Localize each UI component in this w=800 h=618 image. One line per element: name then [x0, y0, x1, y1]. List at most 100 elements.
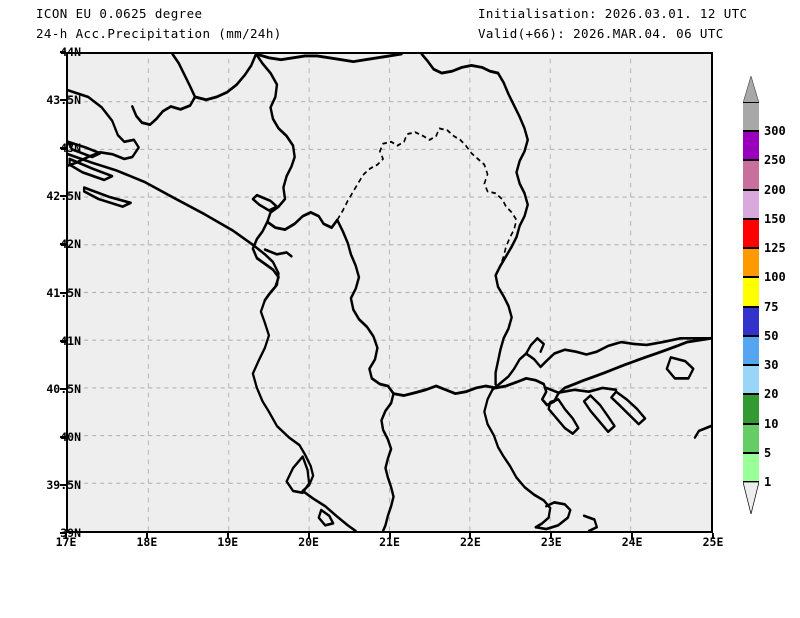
colorbar-segment-5: [743, 423, 759, 453]
valid-time-text: Valid(+66): 2026.MAR.04. 06 UTC: [478, 26, 724, 41]
colorbar-label-150: 150: [764, 211, 786, 226]
bosnia-croatia-border: [193, 54, 258, 102]
colorbar-label-10: 10: [764, 416, 779, 431]
ylabel-42N: 42N: [60, 237, 81, 252]
xtick-mark: [226, 533, 229, 539]
ytick-mark: [60, 99, 66, 102]
colorbar-label-1: 1: [764, 475, 772, 489]
ylabel-43.5N: 43.5N: [46, 93, 81, 108]
bay-of-kotor: [251, 193, 279, 212]
xlabel-22E: 22E: [460, 535, 481, 549]
dalmatian-coast: [68, 88, 140, 167]
parameter-title: 24-h Acc.Precipitation (mm/24h): [36, 26, 282, 41]
initialisation-text: Initialisation: 2026.03.01. 12 UTC: [478, 6, 748, 21]
xlabel-23E: 23E: [540, 535, 562, 549]
chalkidiki-athos: [610, 390, 647, 426]
thasos-island: [665, 356, 695, 380]
aegean-thermaic-gulf: [491, 336, 711, 392]
colorbar-segment-50: [743, 306, 759, 336]
chalkidiki-base: [545, 386, 618, 395]
colorbar-label-30: 30: [764, 358, 779, 373]
colorbar-segment-100: [743, 248, 759, 278]
ylabel-42.5N: 42.5N: [46, 189, 81, 204]
colorbar-label-200: 200: [764, 182, 786, 197]
xlabel-25E: 25E: [702, 535, 724, 549]
ytick-mark: [60, 387, 66, 390]
ylabel-41.5N: 41.5N: [46, 285, 81, 300]
precipitation-colorbar[interactable]: [743, 102, 759, 482]
ylabel-41N: 41N: [60, 333, 81, 348]
island-brac: [68, 140, 102, 159]
map-plot-area[interactable]: [66, 52, 713, 533]
ytick-mark: [60, 339, 66, 342]
halkidiki-inner-bay: [525, 336, 545, 355]
country-borders: [131, 54, 711, 531]
serbia-hungary-border: [254, 54, 403, 64]
ylabel-40N: 40N: [60, 429, 81, 444]
xtick-mark: [550, 533, 553, 539]
island-korcula: [82, 186, 132, 208]
kosovo-border: [336, 127, 518, 267]
ytick-mark: [60, 195, 66, 198]
xlabel-19E: 19E: [217, 535, 239, 549]
chalkidiki-sithonia: [582, 394, 616, 434]
colorbar-segment-125: [743, 218, 759, 249]
thessaly-magnesia: [534, 501, 572, 531]
pieria-coast: [483, 388, 552, 529]
ylabel-43N: 43N: [60, 141, 81, 156]
colorbar-label-75: 75: [764, 299, 779, 314]
xtick-mark: [469, 533, 472, 539]
gridlines: [68, 54, 711, 531]
colorbar-segment-300: [743, 102, 759, 132]
colorbar-segment-30: [743, 335, 759, 366]
montenegro-coast-detail: [263, 248, 293, 258]
ytick-mark: [60, 483, 66, 486]
ytick-mark: [60, 243, 66, 246]
colorbar-segment-1: [743, 452, 759, 482]
ylabel-44N: 44N: [60, 45, 81, 59]
model-title: ICON EU 0.0625 degree: [36, 6, 203, 21]
colorbar-overflow-arrow: [743, 76, 759, 103]
colorbar-label-20: 20: [764, 387, 779, 402]
montenegro-serbia-kosovo-border: [266, 210, 339, 231]
island-hvar: [68, 157, 114, 182]
xlabel-24E: 24E: [621, 535, 643, 549]
xtick-mark: [631, 533, 634, 539]
skiathos-island: [582, 514, 598, 531]
colorbar-label-50: 50: [764, 328, 779, 343]
xtick-mark: [65, 533, 67, 539]
xlabel-17E: 17E: [55, 535, 77, 549]
colorbar-label-125: 125: [764, 241, 786, 256]
xlabel-18E: 18E: [136, 535, 158, 549]
xlabel-21E: 21E: [379, 535, 400, 549]
xtick-mark: [388, 533, 391, 539]
colorbar-label-100: 100: [764, 270, 786, 285]
colorbar-label-300: 300: [764, 124, 786, 139]
colorbar-underflow-arrow: [743, 482, 759, 514]
colorbar-segment-20: [743, 365, 759, 395]
xtick-mark: [307, 533, 310, 539]
xlabel-20E: 20E: [298, 535, 319, 549]
ytick-mark: [60, 147, 66, 150]
serbia-romania-north-border: [420, 54, 500, 75]
colorbar-label-5: 5: [764, 445, 772, 460]
limnos-island: [693, 424, 711, 439]
colorbar-label-250: 250: [764, 153, 786, 168]
colorbar-segment-150: [743, 189, 759, 219]
map-canvas: [68, 54, 711, 531]
ytick-mark: [60, 51, 66, 53]
ylabel-40.5N: 40.5N: [46, 381, 81, 396]
albania-macedonia-border: [336, 218, 395, 531]
bosnia-serbia-border: [254, 54, 296, 224]
adriatic-coast-main: [68, 152, 280, 302]
colorbar-segment-200: [743, 160, 759, 190]
corfu-island: [285, 455, 311, 495]
ytick-mark: [60, 291, 66, 294]
ylabel-39.5N: 39.5N: [46, 477, 81, 492]
colorbar-segment-10: [743, 394, 759, 424]
greece-macedonia-border: [392, 336, 711, 407]
colorbar-segment-250: [743, 131, 759, 161]
albania-coast: [251, 298, 315, 493]
xtick-mark: [712, 533, 714, 539]
serbia-bulgaria-border: [494, 71, 529, 386]
